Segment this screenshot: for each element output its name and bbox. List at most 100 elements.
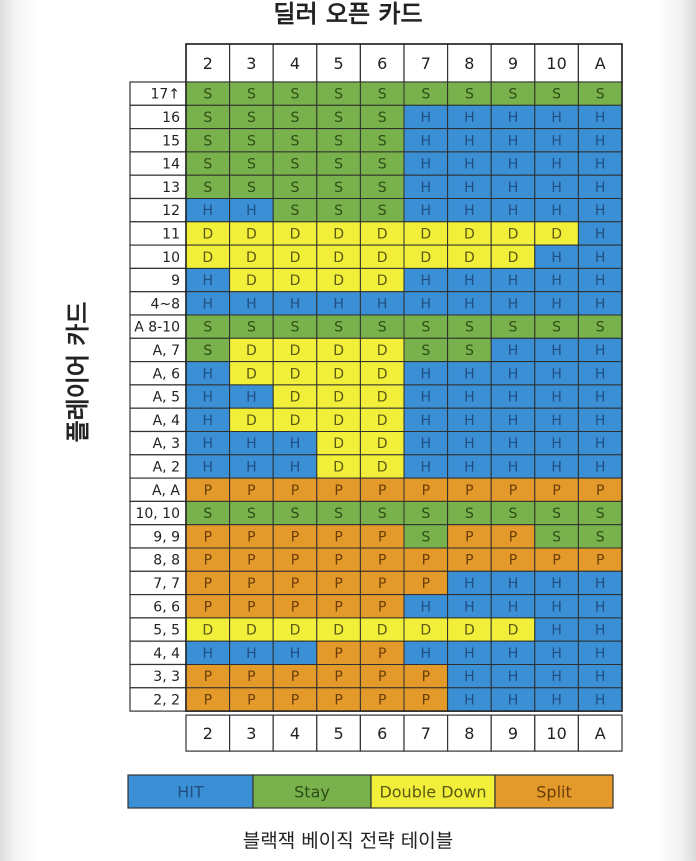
legend-label: Double Down (379, 783, 486, 802)
strategy-cell-code: H (421, 646, 432, 662)
strategy-cell-code: P (291, 553, 299, 569)
player-row-label: 12 (162, 203, 180, 219)
strategy-cell-code: D (246, 623, 257, 639)
strategy-cell-code: H (551, 110, 562, 126)
strategy-cell-code: P (378, 483, 386, 499)
strategy-cell-code: S (596, 506, 605, 522)
strategy-cell-code: H (464, 296, 475, 312)
strategy-cell-code: H (377, 296, 388, 312)
strategy-cell-code: S (203, 133, 212, 149)
strategy-cell-code: P (291, 483, 299, 499)
strategy-cell-code: D (551, 226, 562, 242)
strategy-cell-code: H (421, 110, 432, 126)
strategy-cell-code: P (552, 553, 560, 569)
strategy-cell-code: D (290, 390, 301, 406)
strategy-cell-code: S (378, 506, 387, 522)
strategy-cell-code: P (422, 483, 430, 499)
strategy-cell-code: D (377, 459, 388, 475)
strategy-cell-code: D (333, 343, 344, 359)
strategy-cell-code: S (334, 110, 343, 126)
strategy-cell-code: S (421, 87, 430, 103)
strategy-cell-code: H (595, 436, 606, 452)
strategy-cell-code: H (421, 203, 432, 219)
strategy-cell-code: D (377, 366, 388, 382)
strategy-cell-code: S (596, 87, 605, 103)
dealer-header-label-top: 4 (290, 54, 300, 73)
strategy-cell-code: H (595, 273, 606, 289)
strategy-cell-code: D (333, 459, 344, 475)
strategy-cell-code: H (595, 459, 606, 475)
dealer-header-label-top: A (595, 54, 606, 73)
strategy-cell-code: H (595, 692, 606, 708)
strategy-cell-code: P (247, 599, 255, 615)
strategy-cell-code: H (464, 366, 475, 382)
dealer-header-label-bottom: 10 (546, 724, 566, 743)
strategy-cell-code: S (378, 110, 387, 126)
strategy-cell-code: S (596, 529, 605, 545)
strategy-cell-code: S (421, 320, 430, 336)
strategy-cell-code: S (421, 506, 430, 522)
strategy-cell-code: D (333, 273, 344, 289)
strategy-cell-code: S (203, 343, 212, 359)
strategy-cell-code: D (290, 226, 301, 242)
strategy-cell-code: S (334, 506, 343, 522)
player-row-label: A, A (152, 483, 180, 499)
player-row-label: A, 7 (153, 343, 180, 359)
player-row-label: A, 2 (153, 459, 180, 475)
strategy-cell-code: H (551, 669, 562, 685)
strategy-cell-code: H (551, 576, 562, 592)
strategy-cell-code: H (508, 273, 519, 289)
strategy-cell-code: D (333, 436, 344, 452)
strategy-cell-code: H (203, 413, 214, 429)
player-row-label: 2, 2 (153, 692, 180, 708)
player-row-label: A, 4 (153, 413, 180, 429)
strategy-cell-code: H (246, 203, 257, 219)
strategy-cell-code: H (595, 623, 606, 639)
strategy-cell-code: H (508, 576, 519, 592)
strategy-cell-code: H (595, 599, 606, 615)
legend-label: HIT (177, 783, 204, 802)
strategy-cell-code: S (247, 87, 256, 103)
strategy-cell-code: D (377, 436, 388, 452)
player-row-label: 8, 8 (153, 553, 180, 569)
strategy-cell-code: S (552, 529, 561, 545)
strategy-cell-code: H (203, 203, 214, 219)
strategy-cell-code: P (465, 483, 473, 499)
strategy-cell-code: H (464, 646, 475, 662)
strategy-cell-code: S (421, 343, 430, 359)
strategy-cell-code: D (202, 623, 213, 639)
strategy-cell-code: H (203, 459, 214, 475)
strategy-cell-code: P (334, 646, 342, 662)
strategy-cell-code: P (422, 576, 430, 592)
strategy-cell-code: S (334, 87, 343, 103)
strategy-cell-code: H (464, 413, 475, 429)
strategy-cell-code: P (204, 692, 212, 708)
strategy-cell-code: D (333, 250, 344, 266)
strategy-cell-code: H (464, 180, 475, 196)
player-row-label: 10 (162, 250, 180, 266)
strategy-cell-code: D (377, 343, 388, 359)
strategy-cell-code: S (465, 320, 474, 336)
strategy-cell-code: P (509, 529, 517, 545)
strategy-cell-code: P (204, 576, 212, 592)
dealer-header-label-top: 5 (334, 54, 344, 73)
strategy-cell-code: S (509, 320, 518, 336)
player-row-label: 6, 6 (153, 599, 180, 615)
strategy-cell-code: S (552, 506, 561, 522)
dealer-header-cell-bottom (577, 714, 623, 752)
dealer-header-label-top: 10 (546, 54, 566, 73)
strategy-cell-code: P (247, 692, 255, 708)
strategy-cell-code: H (551, 646, 562, 662)
strategy-cell-code: H (595, 226, 606, 242)
strategy-cell-code: H (551, 273, 562, 289)
strategy-cell-code: S (203, 110, 212, 126)
player-row-label: A, 6 (153, 366, 180, 382)
strategy-cell-code: S (334, 203, 343, 219)
strategy-cell-code: D (246, 413, 257, 429)
dealer-header-label-bottom: 7 (421, 724, 431, 743)
strategy-cell-code: H (595, 203, 606, 219)
strategy-cell-code: H (464, 203, 475, 219)
strategy-cell-code: H (551, 413, 562, 429)
strategy-cell-code: S (291, 110, 300, 126)
strategy-cell-code: P (509, 553, 517, 569)
